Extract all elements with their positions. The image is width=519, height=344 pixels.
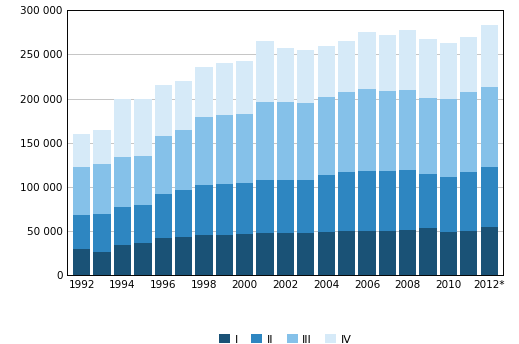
Bar [419, 98, 436, 174]
Bar [277, 48, 294, 102]
Bar [256, 233, 274, 275]
Bar [216, 63, 233, 115]
Bar [318, 174, 335, 232]
Bar [297, 103, 315, 180]
Bar [236, 61, 253, 114]
Bar [236, 183, 253, 234]
Bar [73, 215, 90, 249]
Bar [175, 81, 192, 130]
Bar [277, 102, 294, 180]
Bar [93, 164, 111, 214]
Bar [216, 235, 233, 275]
Bar [155, 85, 172, 136]
Bar [236, 114, 253, 183]
Bar [338, 41, 355, 93]
Bar [399, 90, 416, 170]
Bar [155, 238, 172, 275]
Bar [297, 180, 315, 233]
Bar [297, 50, 315, 103]
Bar [93, 214, 111, 252]
Bar [379, 91, 396, 171]
Bar [419, 174, 436, 227]
Bar [399, 170, 416, 230]
Bar [481, 227, 498, 275]
Bar [256, 41, 274, 102]
Bar [114, 245, 131, 275]
Bar [379, 231, 396, 275]
Bar [481, 87, 498, 168]
Bar [379, 35, 396, 91]
Bar [195, 67, 213, 117]
Bar [318, 232, 335, 275]
Bar [460, 92, 477, 172]
Bar [195, 235, 213, 275]
Bar [114, 157, 131, 207]
Bar [379, 171, 396, 231]
Bar [399, 30, 416, 90]
Bar [277, 180, 294, 233]
Bar [256, 102, 274, 180]
Bar [460, 37, 477, 92]
Bar [358, 89, 376, 171]
Bar [195, 185, 213, 235]
Bar [440, 232, 457, 275]
Bar [440, 43, 457, 99]
Bar [338, 231, 355, 275]
Bar [134, 244, 152, 275]
Bar [134, 99, 152, 156]
Bar [318, 97, 335, 174]
Bar [358, 32, 376, 89]
Bar [216, 184, 233, 235]
Bar [460, 231, 477, 275]
Bar [481, 168, 498, 227]
Bar [460, 172, 477, 231]
Bar [399, 230, 416, 275]
Bar [338, 172, 355, 231]
Bar [73, 168, 90, 215]
Bar [134, 205, 152, 244]
Bar [236, 234, 253, 275]
Bar [297, 233, 315, 275]
Bar [256, 180, 274, 233]
Bar [440, 177, 457, 232]
Bar [155, 136, 172, 194]
Bar [318, 46, 335, 97]
Bar [175, 130, 192, 191]
Bar [419, 227, 436, 275]
Bar [73, 134, 90, 168]
Bar [93, 252, 111, 275]
Bar [175, 191, 192, 237]
Bar [277, 233, 294, 275]
Bar [155, 194, 172, 238]
Bar [114, 207, 131, 245]
Bar [134, 156, 152, 205]
Bar [440, 99, 457, 177]
Bar [175, 237, 192, 275]
Bar [358, 171, 376, 231]
Legend: I, II, III, IV: I, II, III, IV [215, 330, 356, 344]
Bar [93, 130, 111, 164]
Bar [419, 39, 436, 98]
Bar [195, 117, 213, 185]
Bar [358, 231, 376, 275]
Bar [73, 249, 90, 275]
Bar [216, 115, 233, 184]
Bar [481, 25, 498, 87]
Bar [114, 99, 131, 157]
Bar [338, 93, 355, 172]
